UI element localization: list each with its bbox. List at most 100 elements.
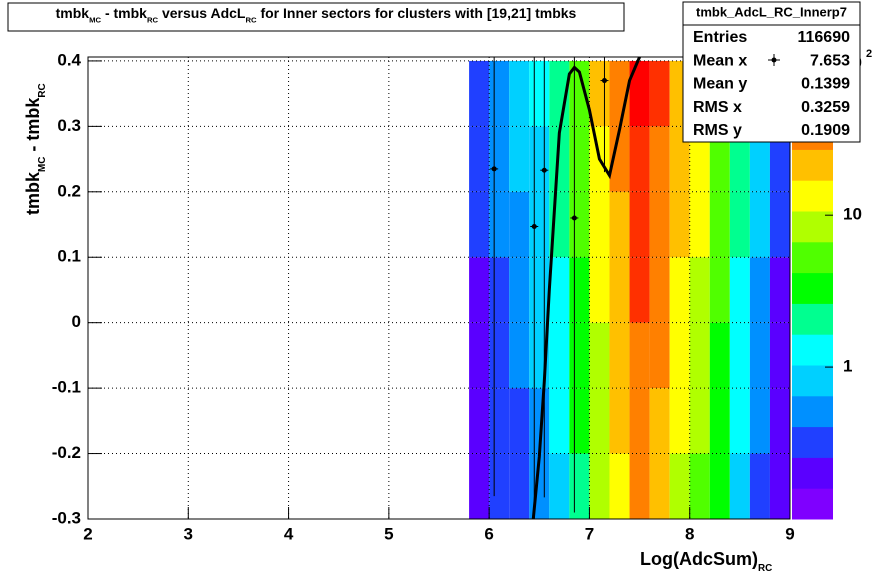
heatmap-cell xyxy=(589,191,610,258)
heatmap-cell xyxy=(669,126,690,192)
y-tick-label: -0.2 xyxy=(52,443,81,462)
heatmap-cell xyxy=(649,191,670,258)
x-tick-label: 4 xyxy=(284,524,294,543)
heatmap-cell xyxy=(649,60,670,127)
x-tick-label: 9 xyxy=(785,524,794,543)
stats-marker-dot xyxy=(771,57,777,63)
heatmap-cell xyxy=(769,257,790,323)
heatmap-cell xyxy=(469,388,490,454)
stats-box xyxy=(682,1,861,143)
heatmap-cell xyxy=(489,60,510,127)
heatmap-cell xyxy=(669,453,690,519)
heatmap-cell xyxy=(689,126,710,192)
palette-band xyxy=(792,426,833,458)
heatmap-cell xyxy=(589,388,610,454)
frame xyxy=(87,56,791,520)
heatmap-cell xyxy=(509,322,530,389)
subscript: RC xyxy=(147,15,159,24)
heatmap-cell xyxy=(689,257,710,323)
heatmap-cell xyxy=(509,126,530,192)
text-part: - tmbk xyxy=(101,5,147,21)
heatmap-cell xyxy=(769,453,790,519)
heatmap-cell xyxy=(609,322,630,389)
stats-value: 0.1399 xyxy=(801,76,850,93)
heatmap-cell xyxy=(729,388,750,454)
heatmap-cell xyxy=(529,126,550,192)
heatmap-cell xyxy=(589,322,610,389)
heatmap-cell xyxy=(629,257,650,323)
stats-label: Mean x xyxy=(693,52,747,69)
heatmap-cell xyxy=(729,322,750,389)
heatmap-cell xyxy=(689,453,710,519)
heatmap-cell xyxy=(689,388,710,454)
subscript: RC xyxy=(758,563,772,574)
heatmap-cell xyxy=(549,257,570,323)
heatmap-cell xyxy=(489,257,510,323)
text-part: tmbk xyxy=(23,171,43,215)
palette-band xyxy=(792,149,833,181)
heatmap-cell xyxy=(489,126,510,192)
z-tick-exponent: 2 xyxy=(866,48,872,60)
heatmap-cell xyxy=(649,257,670,323)
heatmap-cell xyxy=(629,453,650,519)
x-tick-label: 8 xyxy=(685,524,694,543)
heatmap-cell xyxy=(649,453,670,519)
palette-band xyxy=(792,211,833,243)
palette-band xyxy=(792,488,833,520)
text-part: tmbk xyxy=(56,5,90,21)
heatmap-cell xyxy=(669,257,690,323)
text-part: for Inner sectors for clusters with [19,… xyxy=(257,5,577,21)
palette-band xyxy=(792,395,833,428)
heatmap-cell xyxy=(649,126,670,192)
heatmap-cell xyxy=(609,126,630,192)
text-part: - tmbk xyxy=(23,97,43,157)
heatmap-cell xyxy=(529,60,550,127)
heatmap-cell xyxy=(469,257,490,323)
y-tick-label: 0.3 xyxy=(57,116,81,135)
heatmap-cell xyxy=(729,453,750,519)
heatmap-cell xyxy=(549,453,570,519)
x-tick-label: 5 xyxy=(384,524,393,543)
heatmap-cell xyxy=(589,453,610,519)
y-tick-label: -0.1 xyxy=(52,378,81,397)
subscript: MC xyxy=(37,157,48,172)
palette-band xyxy=(792,365,833,397)
stats-value: 7.653 xyxy=(810,52,850,69)
heatmap-cell xyxy=(649,388,670,454)
heatmap-cell xyxy=(749,191,770,258)
x-axis-label: Log(AdcSum)RC xyxy=(640,549,772,574)
heatmap-cell xyxy=(489,191,510,258)
stats-label: RMS x xyxy=(693,99,742,116)
heatmap-cell xyxy=(629,322,650,389)
heatmap-cell xyxy=(569,126,590,192)
heatmap-cell xyxy=(469,322,490,389)
heatmap-cell xyxy=(609,388,630,454)
z-tick-label: 10 xyxy=(843,205,862,224)
palette-band xyxy=(792,303,833,335)
heatmap-cell xyxy=(629,126,650,192)
heatmap-cell xyxy=(749,257,770,323)
heatmap-cell xyxy=(549,126,570,192)
heatmap-cell xyxy=(509,60,530,127)
heatmap-cell xyxy=(769,191,790,258)
fit-curve xyxy=(531,57,641,519)
heatmap-cell xyxy=(749,126,770,192)
heatmap-cell xyxy=(569,257,590,323)
heatmap-cell xyxy=(509,191,530,258)
palette-band xyxy=(792,241,833,274)
heatmap-cell xyxy=(769,126,790,192)
heatmap-cell xyxy=(709,126,730,192)
plot-area xyxy=(469,57,790,519)
heatmap-cell xyxy=(589,257,610,323)
heatmap-cell xyxy=(609,257,630,323)
heatmap-cell xyxy=(769,322,790,389)
heatmap-cell xyxy=(469,453,490,519)
y-tick-label: 0.4 xyxy=(57,50,81,69)
heatmap-cell xyxy=(569,191,590,258)
stats-value: 0.3259 xyxy=(801,99,850,116)
heatmap-cell xyxy=(729,191,750,258)
text-part: versus AdcL xyxy=(158,5,246,21)
heatmap-cell xyxy=(489,388,510,454)
y-tick-label: 0.2 xyxy=(57,181,81,200)
heatmap-cell xyxy=(509,257,530,323)
